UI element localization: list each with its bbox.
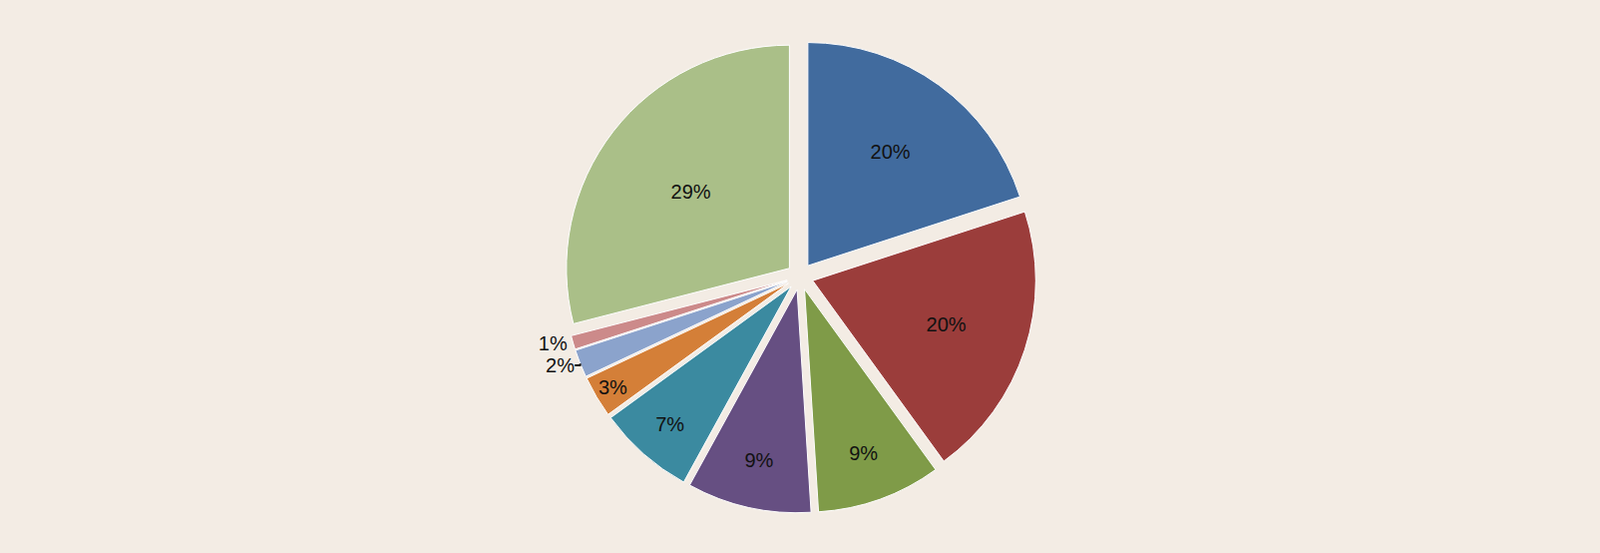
svg-text:20%: 20% [870, 140, 911, 163]
svg-text:7%: 7% [655, 412, 685, 435]
svg-text:29%: 29% [671, 180, 712, 203]
svg-text:20%: 20% [926, 313, 967, 336]
svg-text:3%: 3% [598, 376, 628, 399]
svg-text:9%: 9% [848, 441, 878, 464]
svg-text:9%: 9% [744, 448, 774, 471]
svg-text:2%: 2% [545, 354, 575, 377]
svg-text:1%: 1% [538, 332, 568, 355]
